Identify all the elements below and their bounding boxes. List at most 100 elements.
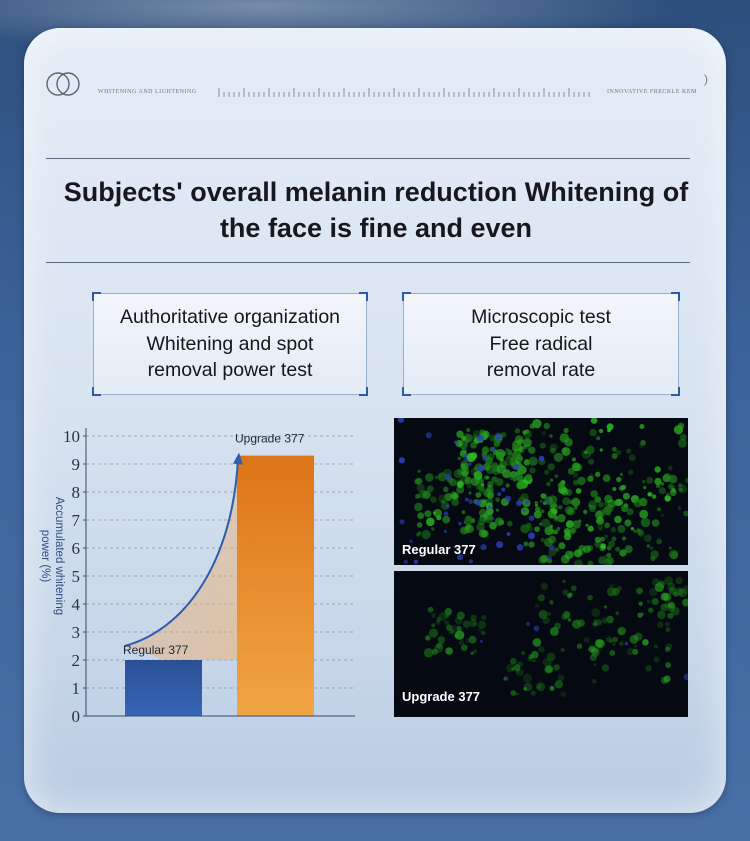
cell-mark [545, 665, 554, 674]
cell-mark [571, 497, 581, 507]
cell-mark [496, 478, 504, 486]
nucleus-mark [525, 621, 531, 626]
corner-bracket [92, 387, 101, 396]
cell-mark [486, 458, 493, 465]
cell-mark [539, 442, 546, 449]
test-label-right: Microscopic test Free radical removal ra… [471, 306, 611, 382]
cell-mark [560, 487, 569, 496]
cell-mark [564, 535, 568, 539]
cell-mark [456, 485, 465, 494]
y-tick-label: 0 [72, 707, 81, 726]
nucleus-mark [465, 497, 469, 502]
cell-mark [539, 522, 543, 526]
cell-mark [457, 456, 462, 461]
cell-mark [678, 487, 683, 492]
cell-mark [588, 645, 596, 653]
cell-mark [587, 560, 594, 565]
cell-mark [548, 528, 555, 535]
cell-mark [667, 612, 674, 619]
header-paren: ) [704, 72, 708, 86]
cell-mark [619, 641, 624, 646]
cell-mark [658, 487, 666, 495]
cell-mark [528, 446, 536, 454]
cell-mark [657, 580, 665, 588]
cell-mark [560, 691, 566, 697]
cell-mark [534, 501, 539, 505]
cell-mark [585, 523, 589, 527]
cell-mark [611, 536, 617, 542]
cell-mark [457, 480, 464, 488]
cell-mark [524, 473, 533, 481]
cell-mark [560, 648, 565, 653]
cell-mark [505, 448, 509, 452]
cell-mark [496, 464, 506, 474]
cell-mark [546, 481, 551, 487]
cell-mark [572, 472, 579, 478]
cell-mark [547, 510, 557, 519]
cell-mark [445, 647, 453, 655]
nucleus-mark [403, 559, 408, 564]
cell-mark [649, 588, 658, 597]
cell-mark [553, 529, 558, 535]
cell-mark [665, 492, 670, 497]
cell-mark [595, 471, 601, 477]
cell-mark [668, 549, 679, 560]
y-axis-label-line: power (%) [39, 530, 51, 583]
cell-mark [560, 554, 570, 564]
cell-mark [564, 505, 574, 515]
cell-mark [480, 630, 486, 636]
cell-mark [516, 450, 520, 455]
cell-mark [571, 462, 581, 472]
cell-mark [416, 532, 421, 537]
nucleus-mark [468, 462, 472, 466]
cell-mark [678, 484, 688, 494]
cell-mark [632, 648, 639, 655]
cell-mark [651, 519, 660, 527]
cell-mark [682, 598, 688, 607]
cell-mark [483, 512, 489, 518]
cell-mark [668, 465, 673, 470]
cell-mark [478, 478, 485, 485]
cell-mark [600, 543, 606, 549]
y-tick-label: 6 [72, 539, 81, 558]
cell-mark [493, 440, 500, 448]
cell-mark [554, 547, 560, 552]
nucleus-mark [398, 457, 405, 464]
cell-mark [665, 627, 671, 632]
y-axis-label: Accumulated whiteningpower (%) [39, 497, 65, 615]
cell-mark [422, 490, 431, 500]
cell-mark [425, 635, 431, 641]
cell-mark [479, 429, 486, 435]
cell-mark [665, 646, 671, 652]
cell-mark [558, 505, 563, 510]
cell-mark [465, 638, 471, 644]
nucleus-mark [491, 517, 495, 521]
cell-mark [554, 680, 563, 689]
cell-mark [485, 475, 490, 480]
cell-mark [462, 620, 471, 628]
cell-mark [645, 665, 652, 672]
cell-mark [651, 598, 659, 605]
cell-mark [573, 559, 584, 565]
cell-mark [583, 509, 588, 515]
cell-mark [473, 649, 477, 654]
cell-mark [460, 466, 470, 476]
cell-mark [537, 685, 541, 689]
cell-mark [466, 483, 472, 489]
cell-mark [532, 638, 542, 647]
cell-mark [557, 482, 564, 489]
cell-mark [440, 501, 450, 510]
cell-mark [665, 662, 671, 668]
cell-mark [487, 481, 494, 488]
cell-mark [470, 442, 477, 449]
cell-mark [604, 534, 609, 539]
cell-mark [616, 476, 622, 483]
cell-mark [596, 436, 601, 441]
cell-mark [594, 510, 604, 519]
cell-mark [421, 530, 431, 540]
cell-mark [507, 452, 515, 460]
cell-mark [677, 506, 682, 510]
cell-mark [461, 644, 468, 651]
cell-mark [554, 474, 559, 478]
cell-mark [483, 462, 491, 471]
